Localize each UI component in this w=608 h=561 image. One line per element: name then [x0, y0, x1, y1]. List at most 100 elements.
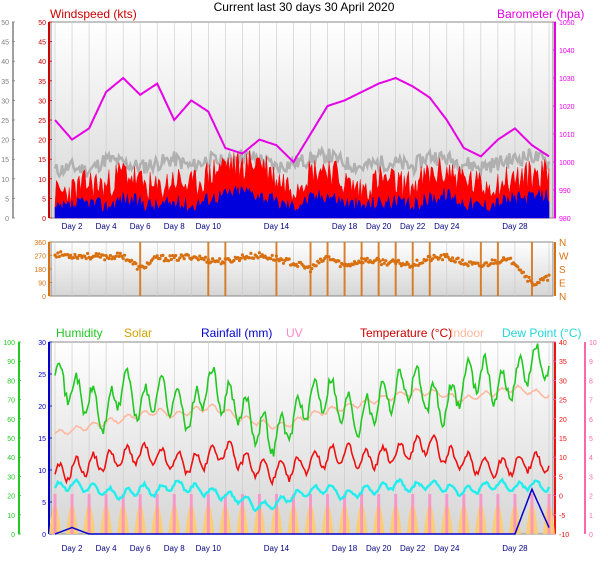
barometer-series-line — [54, 76, 550, 164]
direction-point — [519, 268, 523, 272]
direction-point — [107, 256, 111, 261]
compass-tick-label: W — [559, 252, 569, 263]
x-tick-label-wind: Day 24 — [434, 222, 460, 231]
direction-point — [421, 261, 425, 265]
temperature-legend-label: Temperature (°C) — [360, 326, 453, 340]
uv-tick-label: 0 — [589, 532, 593, 539]
rainfall-tick-label: 15 — [38, 436, 46, 443]
direction-point — [453, 260, 457, 264]
uv-tick-label: 8 — [589, 378, 593, 385]
temperature-tick-label: 35 — [559, 359, 567, 366]
direction-point — [364, 259, 368, 263]
direction-point — [493, 258, 497, 262]
direction-point — [134, 262, 138, 266]
direction-point — [237, 258, 242, 263]
wind-scale-tick-label: 20 — [1, 138, 9, 145]
temperature-tick-label: 15 — [559, 436, 567, 443]
humidity-tick-label: 20 — [7, 494, 15, 501]
wind-scale-tick-label: 25 — [1, 118, 9, 125]
rainfall-tick-label: 5 — [42, 500, 46, 507]
direction-point — [148, 261, 152, 265]
x-tick-label-weather: Day 8 — [164, 544, 185, 553]
direction-point — [73, 252, 77, 257]
direction-point — [236, 256, 240, 260]
wind-scale-tick-label: 30 — [1, 98, 9, 105]
direction-point — [181, 254, 185, 258]
wind-scale-tick-label: 0 — [5, 216, 9, 223]
direction-point — [178, 256, 182, 260]
x-tick-label-wind: Day 22 — [400, 222, 426, 231]
x-tick-label-weather: Day 24 — [434, 544, 460, 553]
x-tick-label-wind: Day 28 — [502, 222, 528, 231]
x-tick-label-weather: Day 14 — [264, 544, 290, 553]
direction-point — [117, 254, 121, 258]
direction-panel-background — [50, 241, 554, 297]
humidity-tick-label: 40 — [7, 455, 15, 462]
barometer-tick-label: 1010 — [559, 132, 575, 139]
direction-point — [98, 255, 102, 259]
direction-point — [96, 254, 100, 258]
wind-scale-tick-label: 15 — [1, 157, 9, 164]
rainfall-tick-label: 25 — [38, 372, 46, 379]
direction-point — [296, 264, 300, 269]
direction-point — [114, 254, 118, 258]
direction-point — [270, 253, 274, 257]
wind-scale-tick-label: 35 — [1, 79, 9, 86]
barometer-tick-label: 1020 — [559, 104, 575, 111]
direction-point — [121, 256, 125, 260]
direction-point — [466, 264, 470, 268]
direction-degree-tick-label: 180 — [34, 267, 46, 274]
direction-point — [135, 267, 139, 271]
direction-point — [527, 275, 531, 279]
humidity-tick-label: 80 — [7, 378, 15, 385]
direction-point — [415, 258, 419, 262]
rainfall-legend-label: Rainfall (mm) — [201, 326, 273, 340]
direction-point — [123, 253, 127, 257]
direction-point — [211, 257, 215, 261]
direction-point — [459, 262, 463, 266]
direction-point — [257, 251, 261, 255]
compass-tick-label: N — [559, 238, 566, 249]
direction-point — [54, 255, 59, 259]
direction-point — [216, 259, 220, 264]
uv-tick-label: 7 — [589, 398, 593, 405]
uv-tick-label: 5 — [589, 436, 593, 443]
direction-point — [182, 257, 186, 261]
x-tick-label-wind: Day 18 — [332, 222, 358, 231]
direction-point — [337, 259, 341, 263]
temperature-tick-label: 30 — [559, 378, 567, 385]
x-tick-label-weather: Day 2 — [62, 544, 83, 553]
direction-point — [232, 258, 236, 263]
direction-point — [446, 255, 450, 259]
uv-tick-label: 9 — [589, 359, 593, 366]
direction-point — [314, 264, 318, 268]
x-tick-label-wind: Day 8 — [164, 222, 185, 231]
temperature-tick-label: 25 — [559, 398, 567, 405]
direction-point — [174, 253, 178, 258]
direction-point — [243, 257, 247, 261]
wind-scale-tick-label: 50 — [1, 20, 9, 27]
direction-degree-tick-label: 270 — [34, 254, 46, 261]
barometer-tick-label: 980 — [559, 216, 571, 223]
direction-point — [66, 253, 70, 257]
humidity-tick-label: 10 — [7, 513, 15, 520]
rainfall-tick-label: 0 — [42, 532, 46, 539]
direction-degree-tick-label: 360 — [34, 240, 46, 247]
direction-point — [379, 263, 384, 267]
direction-point — [318, 257, 323, 261]
direction-point — [492, 261, 496, 266]
temperature-tick-label: -5 — [559, 513, 565, 520]
direction-point — [162, 259, 166, 263]
x-tick-label-wind: Day 14 — [264, 222, 290, 231]
direction-point — [167, 259, 171, 263]
direction-point — [281, 261, 286, 265]
humidity-tick-label: 50 — [7, 436, 15, 443]
direction-point — [203, 255, 208, 259]
wind-speed-series-area — [54, 184, 550, 219]
direction-point — [524, 274, 528, 278]
rainfall-series-line — [54, 487, 550, 535]
windspeed-tick-label: 15 — [38, 157, 46, 164]
direction-point — [84, 257, 88, 261]
rainfall-tick-label: 10 — [38, 468, 46, 475]
